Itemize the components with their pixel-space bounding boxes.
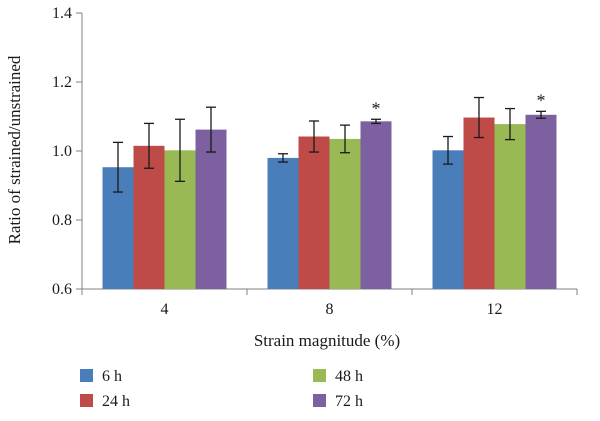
bar xyxy=(494,124,526,289)
x-tick-label: 4 xyxy=(161,301,169,318)
bar xyxy=(432,150,464,289)
legend-swatch xyxy=(80,394,93,407)
bar xyxy=(360,121,392,289)
y-tick-label: 0.6 xyxy=(52,281,72,298)
bar xyxy=(525,114,557,290)
significance-star: * xyxy=(537,90,546,110)
annotations: * * xyxy=(372,90,546,118)
bar xyxy=(298,136,330,289)
y-tick-label: 1.0 xyxy=(52,143,72,160)
bar xyxy=(195,129,227,289)
legend-label: 48 h xyxy=(335,368,363,385)
error-bars xyxy=(113,96,546,193)
x-axis-title: Strain magnitude (%) xyxy=(254,331,400,350)
legend-label: 72 h xyxy=(335,393,363,410)
legend-swatch xyxy=(313,369,326,382)
legend-label: 6 h xyxy=(102,368,122,385)
bar xyxy=(267,157,299,289)
legend-swatch xyxy=(313,394,326,407)
y-axis: 0.6 0.8 1.0 1.2 1.4 xyxy=(52,5,83,298)
legend-swatch xyxy=(80,369,93,382)
x-tick-label: 8 xyxy=(326,301,334,318)
legend: 6 h 24 h 48 h 72 h xyxy=(80,368,363,410)
x-tick-label: 12 xyxy=(487,301,503,318)
bar xyxy=(463,117,495,289)
legend-label: 24 h xyxy=(102,393,130,410)
bar xyxy=(329,138,361,289)
y-tick-label: 0.8 xyxy=(52,212,72,229)
bar xyxy=(133,145,165,289)
y-axis-title: Ratio of strained/unstrained xyxy=(5,55,24,244)
y-tick-label: 1.4 xyxy=(52,5,72,22)
y-tick-label: 1.2 xyxy=(52,74,72,91)
significance-star: * xyxy=(372,98,381,118)
bars xyxy=(102,114,557,290)
x-axis: 4 8 12 xyxy=(81,288,578,318)
